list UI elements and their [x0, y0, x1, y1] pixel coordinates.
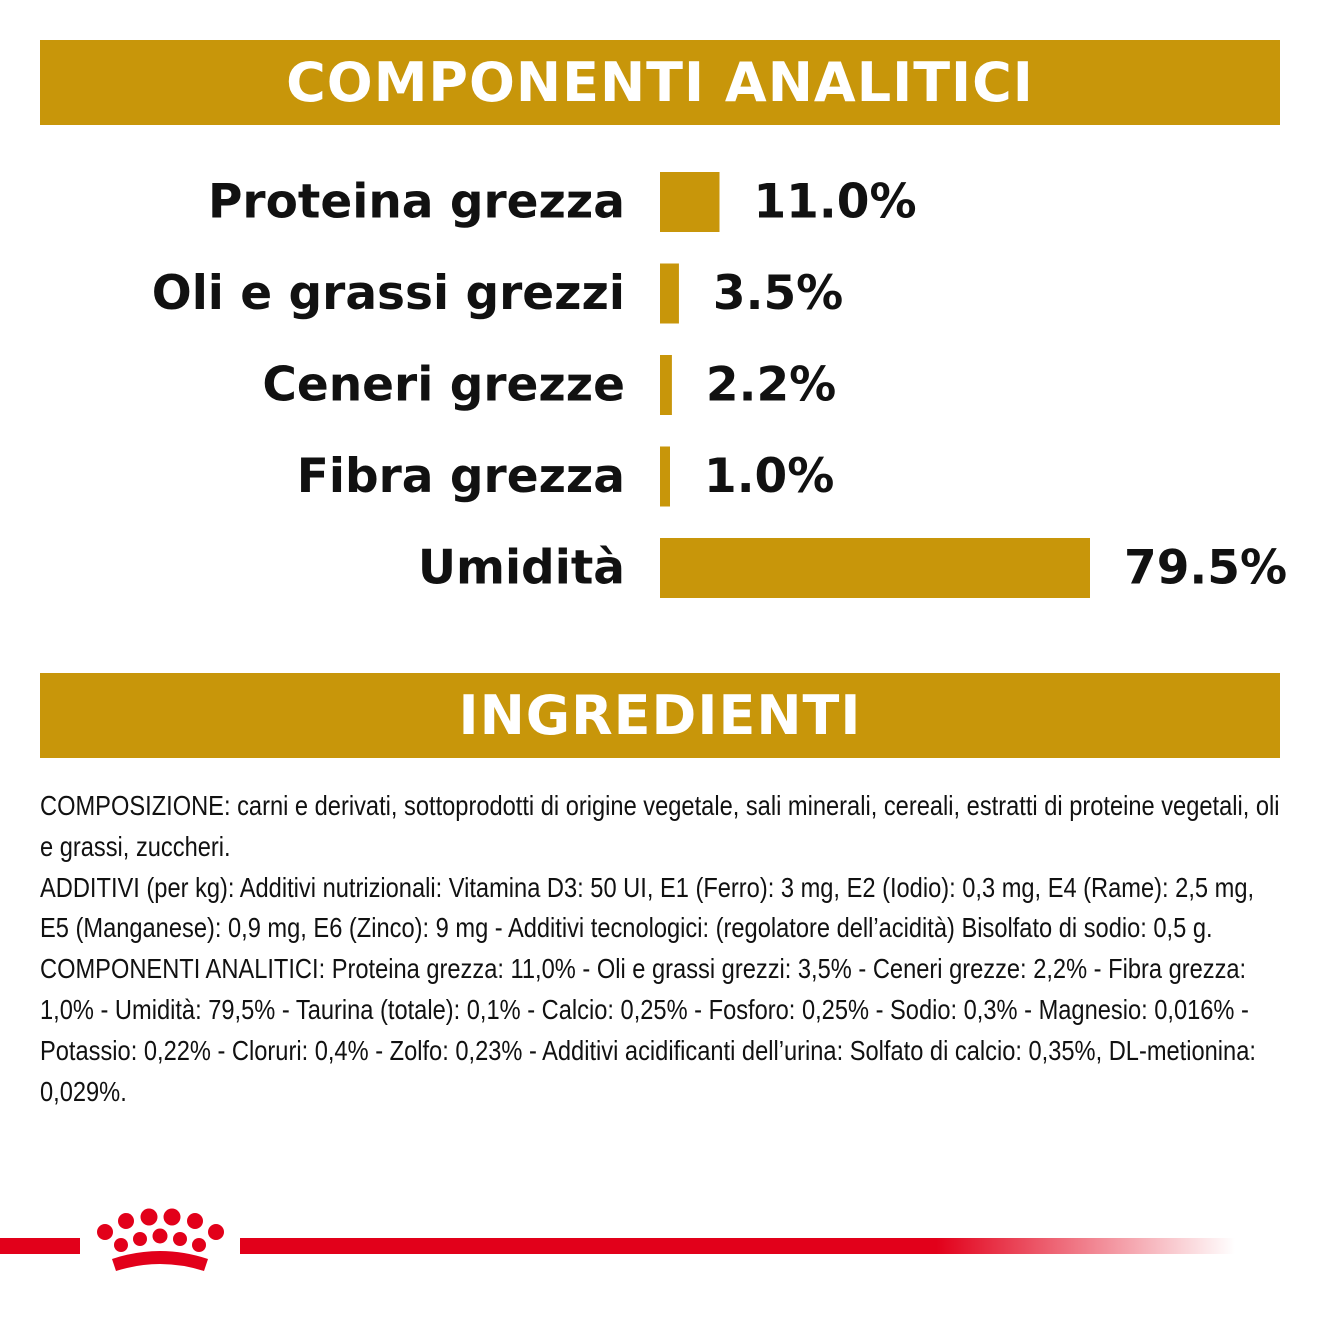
category-label: Fibra grezza [297, 449, 625, 504]
value-label: 11.0% [753, 175, 916, 230]
crown-icon [97, 1208, 224, 1271]
brand-footer [0, 1208, 1235, 1271]
analytic-components-chart: Proteina grezza 11.0% Oli e grassi grezzi 3… [152, 172, 1287, 598]
analytic-components-title: COMPONENTI ANALITICI [286, 51, 1034, 114]
bar [660, 263, 679, 324]
value-label: 79.5% [1124, 541, 1287, 596]
bar [660, 172, 720, 232]
ingredients-title: INGREDIENTI [458, 684, 862, 747]
analytic-components-banner: COMPONENTI ANALITICI [40, 40, 1280, 125]
composition-paragraph: COMPOSIZIONE: carni e derivati, sottopro… [40, 790, 1280, 862]
category-label: Umidità [418, 541, 625, 596]
category-label: Oli e grassi grezzi [152, 266, 625, 321]
brand-stripe-right [240, 1238, 1235, 1254]
analytic-components-paragraph: COMPONENTI ANALITICI: Proteina grezza: 1… [40, 953, 1256, 1107]
value-label: 2.2% [706, 358, 836, 413]
ingredients-text: COMPOSIZIONE: carni e derivati, sottopro… [40, 786, 1285, 1112]
ingredients-banner: INGREDIENTI [40, 673, 1280, 758]
value-label: 1.0% [704, 449, 834, 504]
category-label: Proteina grezza [208, 175, 625, 230]
bar [660, 355, 672, 415]
bar [660, 538, 1090, 598]
value-label: 3.5% [713, 266, 843, 321]
additives-paragraph: ADDITIVI (per kg): Additivi nutrizionali… [40, 871, 1255, 944]
category-label: Ceneri grezze [262, 358, 625, 413]
bar [660, 446, 670, 507]
brand-stripe-left [0, 1238, 80, 1254]
